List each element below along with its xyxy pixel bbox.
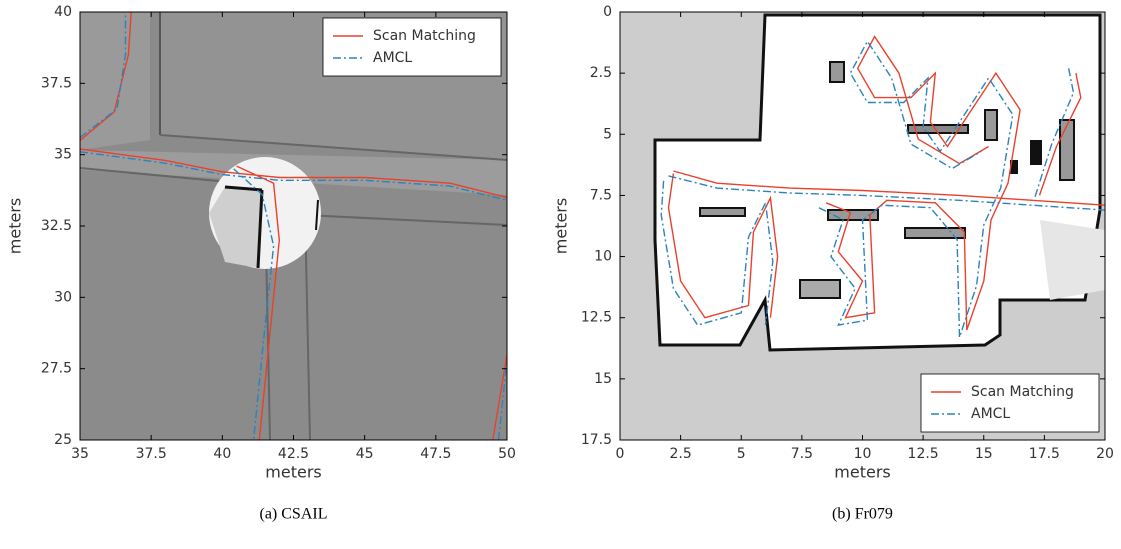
y-tick-label: 27.5 xyxy=(41,361,72,377)
x-tick-label: 42.5 xyxy=(278,446,309,462)
legend-label: AMCL xyxy=(971,406,1010,422)
x-tick-label: 40 xyxy=(213,446,231,462)
y-tick-label: 17.5 xyxy=(581,432,612,448)
x-tick-label: 50 xyxy=(498,446,516,462)
y-tick-label: 12.5 xyxy=(581,310,612,326)
y-tick-label: 2.5 xyxy=(590,65,612,81)
y-tick-label: 40 xyxy=(54,4,72,20)
x-tick-label: 45 xyxy=(356,446,374,462)
x-tick-label: 2.5 xyxy=(669,446,691,462)
y-tick-label: 7.5 xyxy=(590,187,612,203)
x-tick-label: 0 xyxy=(616,446,625,462)
y-tick-label: 35 xyxy=(54,147,72,163)
x-tick-label: 12.5 xyxy=(908,446,939,462)
x-axis-label: meters xyxy=(265,463,321,482)
y-axis-label: meters xyxy=(552,198,571,254)
x-tick-label: 7.5 xyxy=(791,446,813,462)
x-tick-label: 37.5 xyxy=(136,446,167,462)
legend-label: Scan Matching xyxy=(373,28,476,44)
x-tick-label: 5 xyxy=(737,446,746,462)
x-tick-label: 20 xyxy=(1096,446,1114,462)
y-axis-label: meters xyxy=(6,198,25,254)
y-tick-label: 32.5 xyxy=(41,218,72,234)
legend-box xyxy=(323,18,501,76)
x-tick-label: 17.5 xyxy=(1029,446,1060,462)
page: {"chart_data": [ {"type": "line", "capti… xyxy=(0,0,1121,549)
caption: (b) Fr079 xyxy=(832,506,893,523)
y-tick-label: 10 xyxy=(594,249,612,265)
legend-box xyxy=(921,374,1099,432)
figure: 3537.54042.54547.5502527.53032.53537.540… xyxy=(0,0,1121,549)
x-tick-label: 15 xyxy=(975,446,993,462)
x-tick-label: 47.5 xyxy=(420,446,451,462)
y-tick-label: 37.5 xyxy=(41,75,72,91)
x-tick-label: 35 xyxy=(71,446,89,462)
x-tick-label: 10 xyxy=(854,446,872,462)
x-axis-label: meters xyxy=(834,463,890,482)
y-tick-label: 0 xyxy=(603,4,612,20)
caption: (a) CSAIL xyxy=(260,506,328,523)
y-tick-label: 30 xyxy=(54,289,72,305)
legend-label: Scan Matching xyxy=(971,384,1074,400)
y-tick-label: 5 xyxy=(603,126,612,142)
y-tick-label: 25 xyxy=(54,432,72,448)
y-tick-label: 15 xyxy=(594,371,612,387)
legend-label: AMCL xyxy=(373,50,412,66)
